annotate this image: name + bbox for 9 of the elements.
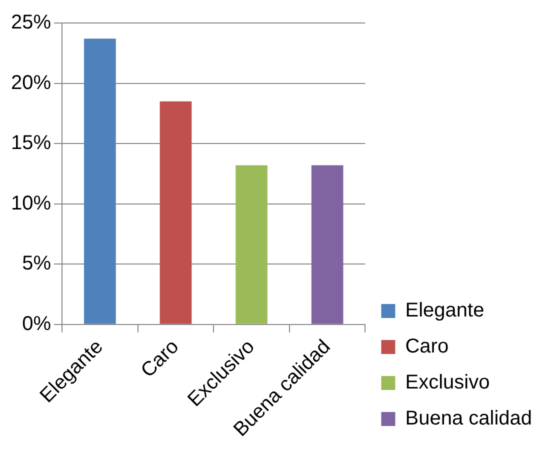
y-tick-label: 5%: [22, 252, 52, 275]
legend-label: Buena calidad: [405, 408, 532, 430]
y-tick-label: 25%: [11, 12, 52, 34]
legend-label: Elegante: [405, 300, 484, 322]
y-tick-label: 20%: [11, 72, 52, 94]
y-tick-label: 15%: [11, 132, 52, 154]
y-tick-label: 10%: [11, 192, 52, 214]
x-tick-label: Caro: [136, 336, 184, 382]
y-tick-label: 0%: [22, 312, 52, 335]
